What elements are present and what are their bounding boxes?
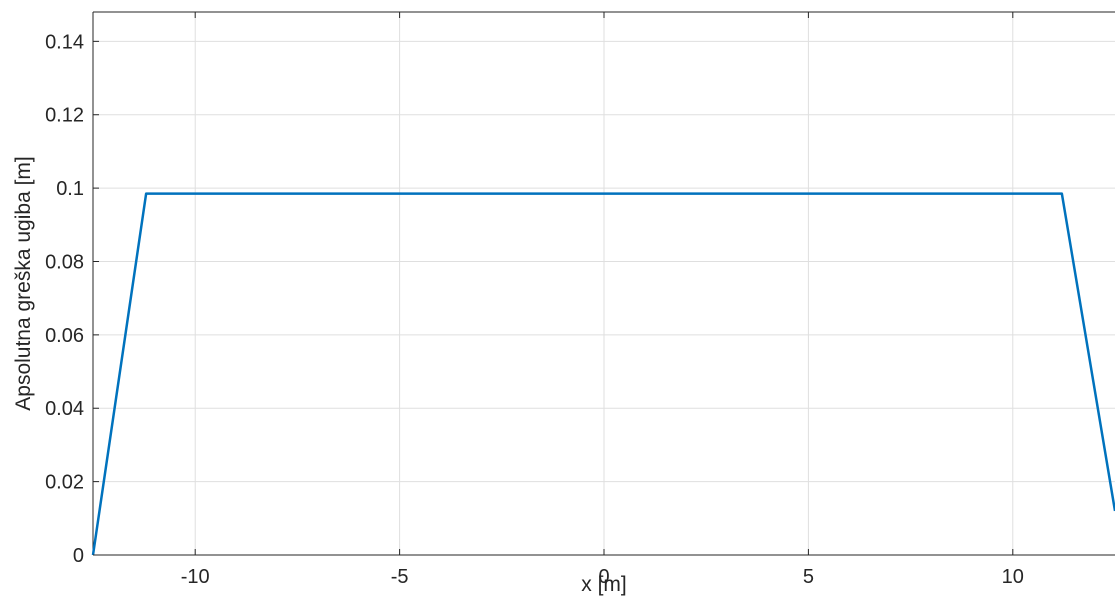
y-tick-label: 0 [73,545,84,567]
y-tick-label: 0.02 [45,472,84,494]
y-tick-label: 0.06 [45,325,84,347]
x-tick-label: -5 [391,566,409,588]
x-tick-label: 10 [1002,566,1024,588]
x-tick-label: 5 [803,566,814,588]
y-tick-label: 0.04 [45,398,84,420]
x-tick-label: 0 [598,566,609,588]
series-layer [91,192,1115,556]
y-tick-label: 0.14 [45,31,84,53]
y-tick-label: 0.12 [45,105,84,127]
grid-layer [93,12,1115,556]
ticks-layer: -10 -5 0 5 10 0 0.02 0.04 0.06 0.08 0.1 0.12 0.14 [45,12,1024,588]
y-axis-label: Apsolutna greška ugiba [m] [12,156,35,410]
y-tick-label: 0.1 [56,178,84,200]
series-line [91,192,1115,556]
x-tick-label: -10 [181,566,210,588]
y-tick-label: 0.08 [45,251,84,273]
x-axis-label: x [m] [581,573,627,596]
